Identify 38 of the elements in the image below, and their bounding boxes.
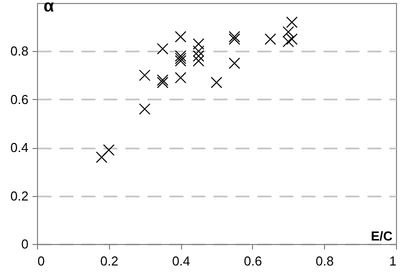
x-axis-title: E/C [370, 228, 394, 244]
y-tick-label: 0.6 [10, 92, 28, 107]
x-tick-label: 0.8 [316, 254, 334, 268]
point [174, 52, 186, 64]
x-tick-label: 0.6 [244, 254, 262, 268]
point [192, 38, 204, 50]
point [286, 16, 298, 28]
x-tick-label: 0 [38, 254, 45, 268]
point [286, 33, 298, 45]
y-tick-label: 0 [21, 236, 28, 252]
point [174, 50, 186, 62]
point [96, 151, 108, 163]
point [174, 30, 186, 42]
point [282, 36, 294, 48]
x-tick-label: 1 [389, 254, 396, 268]
x-tick-label: 0.4 [172, 254, 190, 268]
y-axis-title: α [44, 0, 54, 16]
point [228, 30, 240, 42]
y-tick-label: 0.4 [10, 140, 28, 156]
point [156, 74, 168, 86]
point [210, 76, 222, 88]
point [156, 43, 168, 55]
point [228, 58, 240, 69]
point [228, 33, 240, 45]
point [156, 76, 168, 88]
point [192, 45, 204, 57]
y-tick-label: 0.8 [10, 44, 28, 59]
point [138, 70, 150, 82]
point [138, 103, 150, 115]
y-tick-label: 0.2 [10, 188, 28, 204]
point [192, 55, 204, 67]
x-tick-label: 0.2 [100, 254, 118, 268]
point [174, 55, 186, 67]
point [174, 72, 186, 84]
point [103, 144, 115, 156]
point [282, 26, 294, 38]
point [264, 33, 276, 45]
point [192, 50, 204, 62]
